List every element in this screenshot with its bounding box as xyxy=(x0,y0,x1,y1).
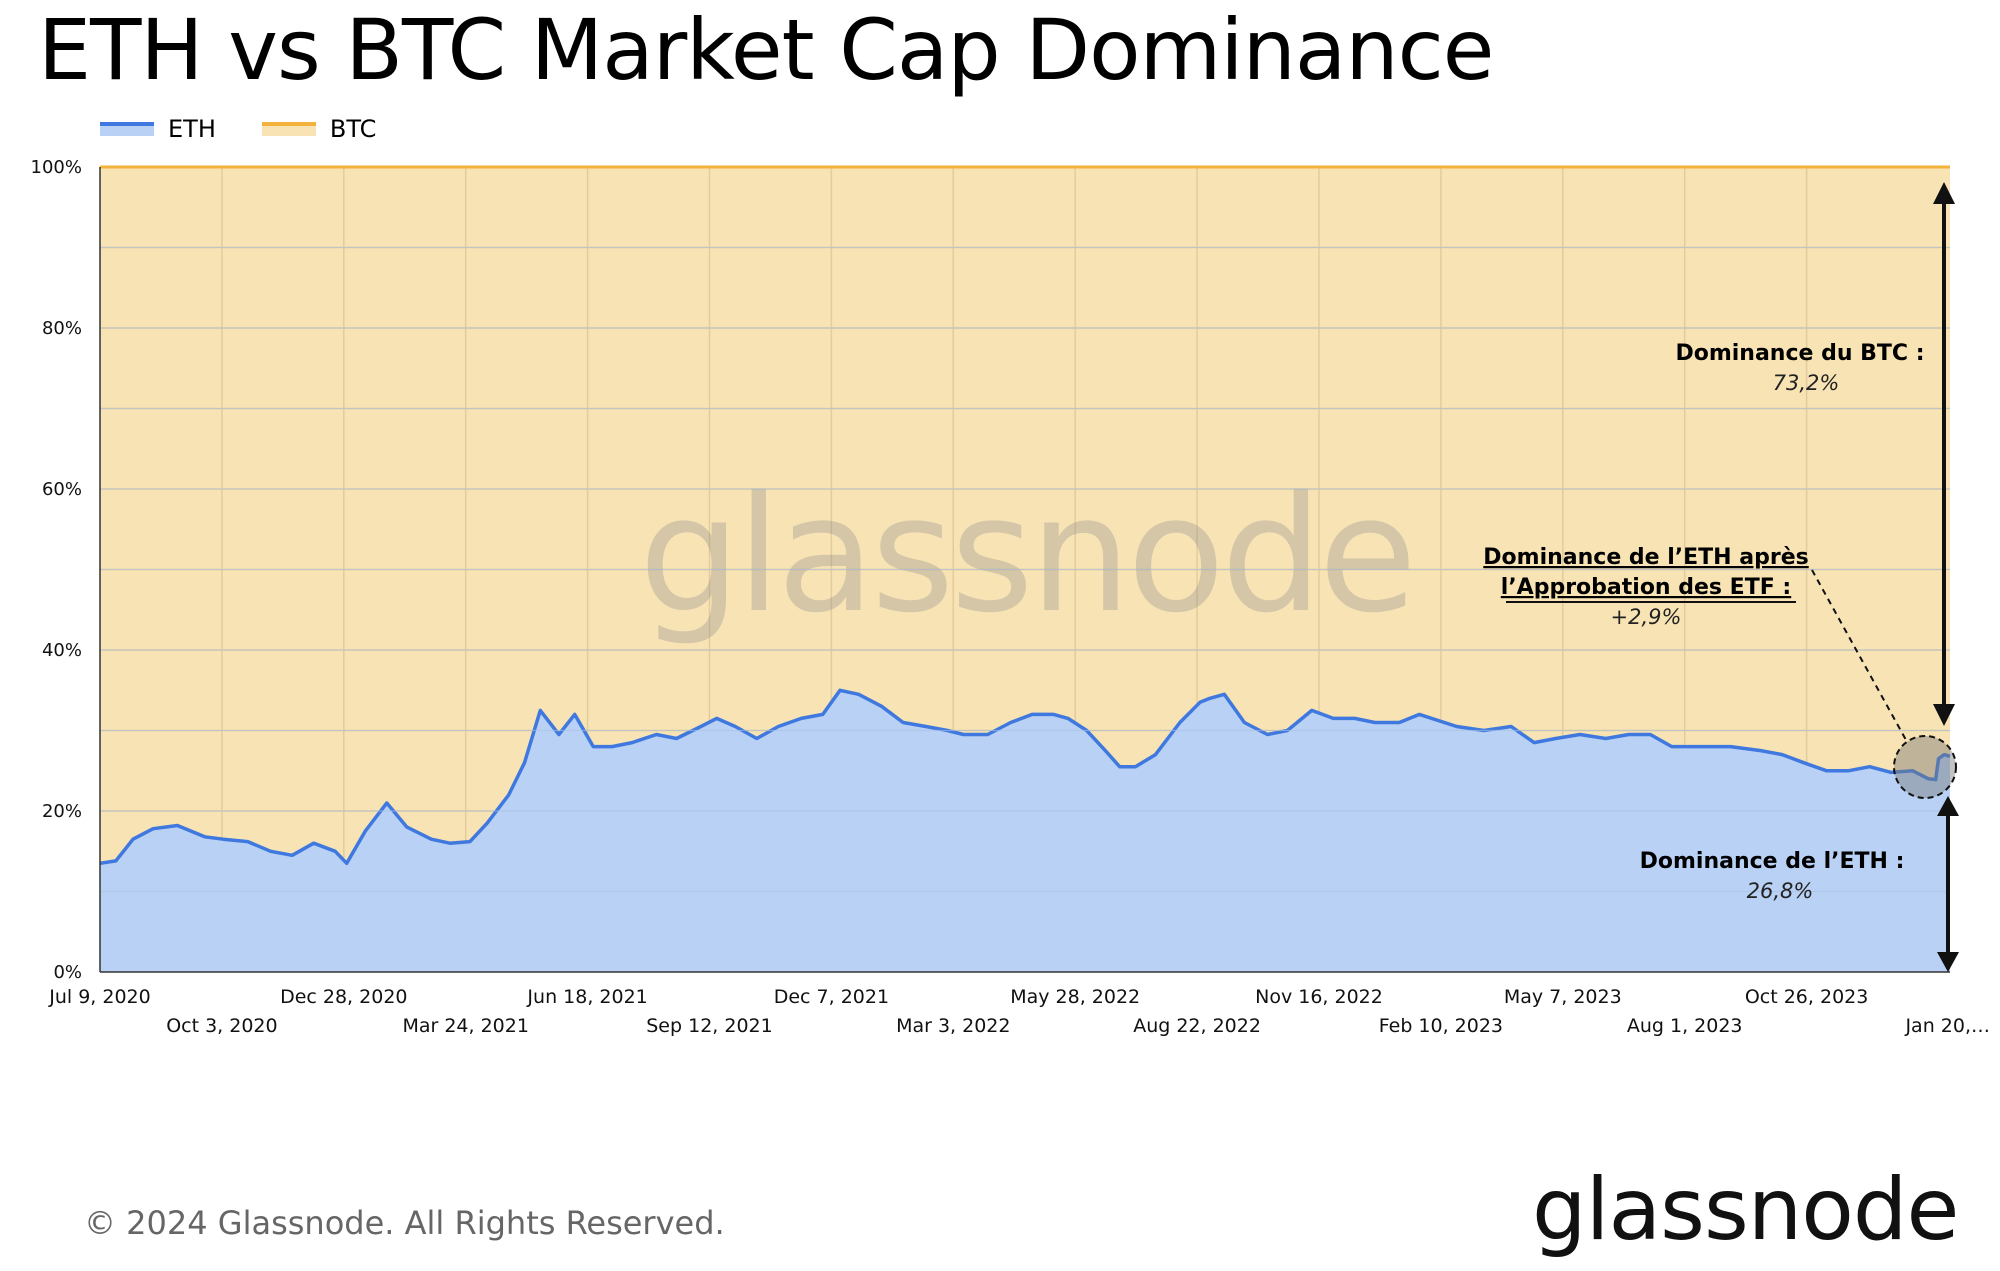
y-tick-label: 0% xyxy=(53,962,82,983)
legend-label-eth: ETH xyxy=(168,115,216,143)
legend-label-btc: BTC xyxy=(329,115,377,143)
legend-swatch-btc xyxy=(261,122,316,136)
x-tick-label: Mar 3, 2022 xyxy=(896,1015,1010,1037)
y-tick-label: 60% xyxy=(42,479,82,500)
legend-swatch-eth xyxy=(100,122,154,136)
x-tick-label: Sep 12, 2021 xyxy=(646,1015,772,1037)
x-tick-label: Aug 22, 2022 xyxy=(1133,1015,1261,1037)
x-tick-label: Feb 10, 2023 xyxy=(1379,1015,1503,1037)
copyright-text: © 2024 Glassnode. All Rights Reserved. xyxy=(84,1204,725,1242)
btc-arrow-head-up xyxy=(1933,182,1955,204)
etf-dominance-label-line2: l’Approbation des ETF : xyxy=(1501,575,1791,600)
y-tick-label: 20% xyxy=(42,801,82,822)
legend-item-btc[interactable]: BTC xyxy=(261,115,377,143)
y-tick-label: 80% xyxy=(42,318,82,339)
legend-item-eth[interactable]: ETH xyxy=(100,115,216,143)
x-tick-label: Aug 1, 2023 xyxy=(1627,1015,1743,1037)
y-tick-label: 100% xyxy=(31,157,82,178)
eth-arrow-head-up xyxy=(1937,796,1959,816)
btc-dominance-value: 73,2% xyxy=(1773,371,1840,395)
glassnode-logo: glassnode xyxy=(1532,1160,1959,1260)
x-tick-label: Oct 3, 2020 xyxy=(166,1015,277,1037)
legend: ETH BTC xyxy=(100,112,376,146)
x-tick-label: May 28, 2022 xyxy=(1010,986,1140,1008)
x-tick-label: Mar 24, 2021 xyxy=(402,1015,529,1037)
x-tick-label: Oct 26, 2023 xyxy=(1745,986,1869,1008)
eth-dominance-value: 26,8% xyxy=(1747,879,1814,903)
x-tick-label: Dec 28, 2020 xyxy=(280,986,407,1008)
etf-dominance-value: +2,9% xyxy=(1611,605,1682,629)
eth-dominance-label: Dominance de l’ETH : xyxy=(1640,849,1905,874)
etf-dominance-label-line1: Dominance de l’ETH après xyxy=(1483,545,1808,570)
btc-dominance-label: Dominance du BTC : xyxy=(1675,341,1924,366)
btc-arrow-head-down xyxy=(1933,704,1955,726)
eth-line xyxy=(99,688,1951,866)
chart-title: ETH vs BTC Market Cap Dominance xyxy=(38,1,1494,99)
x-tick-label: May 7, 2023 xyxy=(1504,986,1622,1008)
x-tick-label: Jan 20,… xyxy=(1904,1015,1990,1037)
x-tick-label: Jun 18, 2021 xyxy=(526,986,647,1008)
watermark-text: glassnode xyxy=(639,461,1413,648)
eth-arrow-head-down xyxy=(1937,952,1959,972)
x-tick-label: Dec 7, 2021 xyxy=(774,986,889,1008)
x-tick-label: Nov 16, 2022 xyxy=(1255,986,1383,1008)
etf-highlight-circle xyxy=(1893,735,1957,799)
y-tick-label: 40% xyxy=(42,640,82,661)
eth-area xyxy=(100,690,1950,972)
x-tick-label: Jul 9, 2020 xyxy=(48,986,151,1008)
